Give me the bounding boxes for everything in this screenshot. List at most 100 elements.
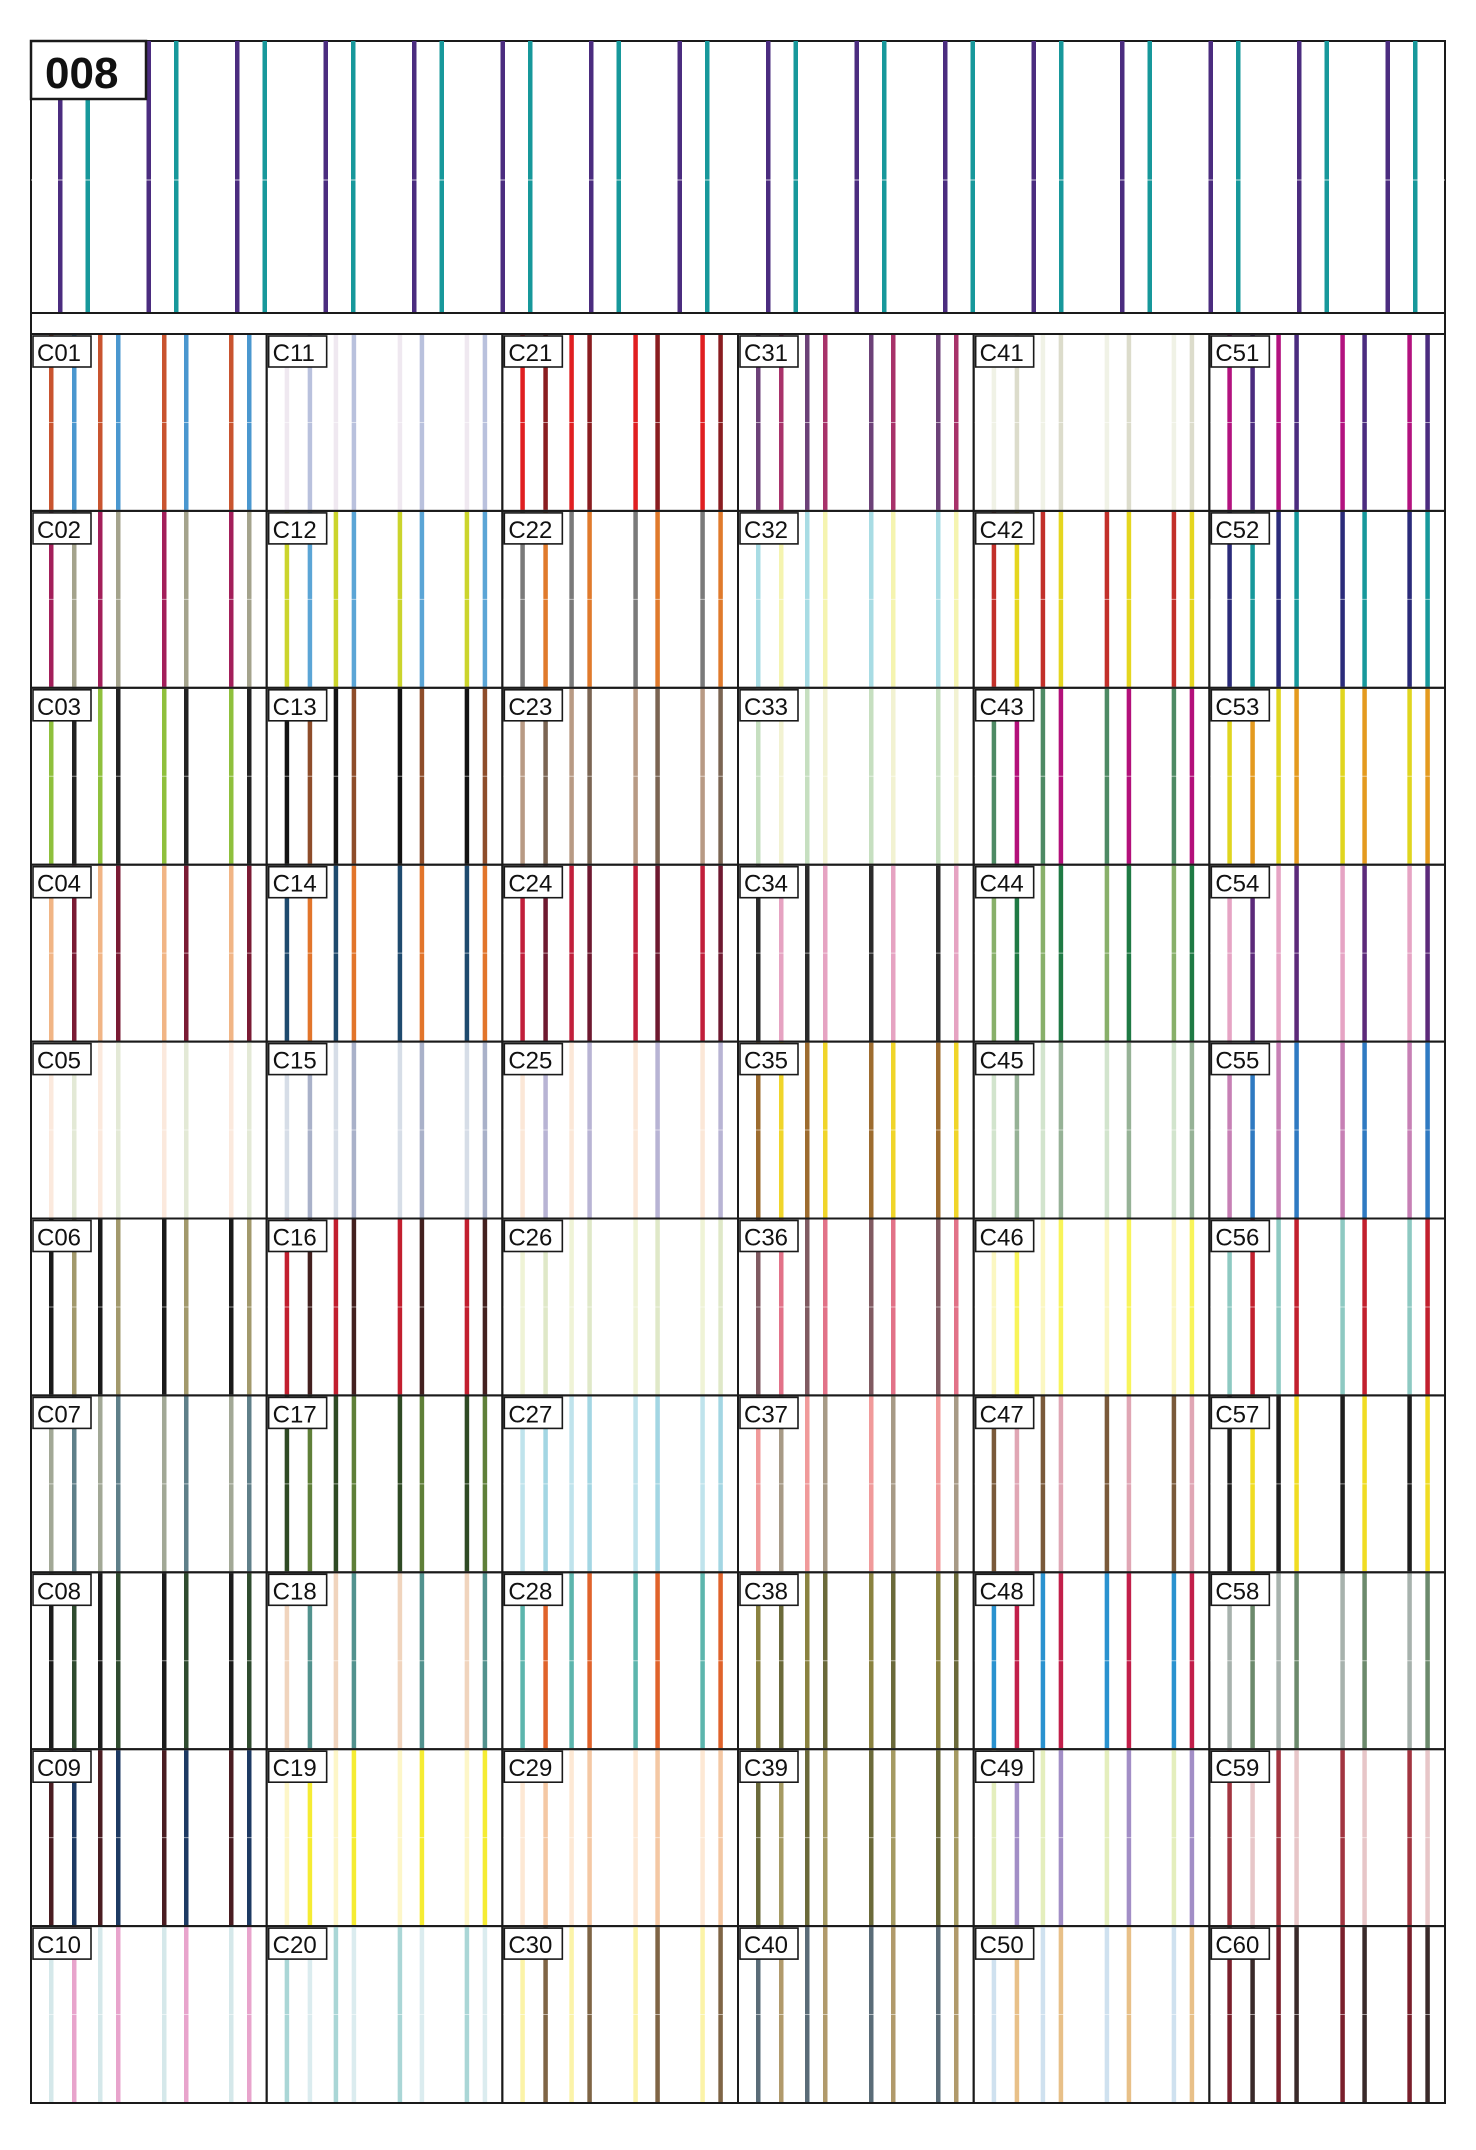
header-stripe: [174, 41, 179, 313]
swatch-cell: C18: [265, 1571, 504, 1751]
header-stripe: [793, 41, 798, 313]
swatch-cell: C36: [737, 1217, 975, 1397]
cell-code-box: [267, 1573, 328, 1607]
swatch-cell: C35: [737, 1040, 975, 1220]
swatch-cell: C26: [501, 1217, 740, 1397]
swatch-cell: C34: [737, 863, 975, 1043]
cell-code-box: [1210, 1573, 1271, 1607]
swatch-cell: C29: [501, 1748, 740, 1928]
cell-code: C55: [1215, 1048, 1259, 1075]
cell-code: C19: [273, 1755, 317, 1782]
cell-code: C12: [273, 517, 317, 544]
header-stripe: [1031, 41, 1036, 313]
cell-code: C31: [744, 340, 788, 367]
swatch-cell: C58: [1208, 1571, 1447, 1751]
cell-code-box: [739, 688, 799, 722]
cell-code-box: [974, 865, 1035, 899]
cell-code-box: [739, 335, 799, 368]
swatch-grid: C01 C02 C03 C04 C05 C06 C07 C08 C09 C10 C11 C12 C13 C…: [30, 333, 1447, 2104]
sheet-number-badge: 008: [29, 39, 148, 101]
swatch-cell: C13: [265, 686, 504, 866]
swatch-cell: C22: [501, 509, 740, 689]
swatch-cell: C02: [30, 509, 268, 689]
cell-code: C14: [273, 871, 317, 898]
cell-code: C24: [508, 871, 552, 898]
swatch-cell: C32: [737, 509, 975, 689]
cell-code: C10: [37, 1932, 81, 1959]
cell-code: C60: [1215, 1932, 1259, 1959]
cell-code-box: [1210, 1750, 1271, 1783]
cell-code: C07: [37, 1401, 81, 1428]
cell-code: C06: [37, 1225, 81, 1252]
separator-band: [30, 312, 1446, 335]
swatch-cell: C11: [265, 333, 504, 512]
cell-code-box: [32, 688, 92, 722]
cell-code-box: [974, 335, 1035, 368]
swatch-cell: C39: [737, 1748, 975, 1928]
cell-code-box: [739, 865, 799, 899]
swatch-cell: C48: [972, 1571, 1211, 1751]
header-stripe: [1208, 41, 1213, 313]
header-stripe: [1385, 41, 1390, 313]
header-stripe: [677, 41, 682, 313]
header-stripe-panel: [30, 40, 1446, 314]
swatch-cell: C07: [30, 1394, 268, 1574]
cell-code-box: [32, 1927, 92, 1960]
swatch-cell: C15: [265, 1040, 504, 1220]
swatch-cell: C54: [1208, 863, 1447, 1043]
header-stripe: [85, 41, 90, 313]
cell-code-box: [974, 1750, 1035, 1783]
swatch-cell: C25: [501, 1040, 740, 1220]
swatch-cell: C45: [972, 1040, 1211, 1220]
cell-code: C25: [508, 1048, 552, 1075]
swatch-cell: C43: [972, 686, 1211, 866]
cell-code-box: [267, 1927, 328, 1960]
cell-code: C32: [744, 517, 788, 544]
header-stripe: [705, 41, 710, 313]
cell-code: C59: [1215, 1755, 1259, 1782]
header-stripe: [58, 41, 63, 313]
cell-code-box: [267, 512, 328, 545]
header-stripe: [528, 41, 533, 313]
cell-code: C38: [744, 1578, 788, 1605]
swatch-cell: C56: [1208, 1217, 1447, 1397]
swatch-cell: C59: [1208, 1748, 1447, 1928]
cell-code: C41: [980, 340, 1024, 367]
swatch-cell: C10: [30, 1925, 268, 2104]
cell-code-box: [739, 1042, 799, 1076]
cell-code-box: [267, 1219, 328, 1253]
swatch-cell: C57: [1208, 1394, 1447, 1574]
swatch-cell: C42: [972, 509, 1211, 689]
cell-code: C27: [508, 1401, 552, 1428]
cell-code: C54: [1215, 871, 1259, 898]
cell-code-box: [32, 1219, 92, 1253]
cell-code: C26: [508, 1225, 552, 1252]
cell-code-box: [1210, 1396, 1271, 1430]
cell-code: C36: [744, 1225, 788, 1252]
cell-code: C23: [508, 694, 552, 721]
header-stripe: [500, 41, 505, 313]
cell-code-box: [267, 1396, 328, 1430]
cell-code-box: [32, 865, 92, 899]
swatch-cell: C52: [1208, 509, 1447, 689]
swatch-cell: C47: [972, 1394, 1211, 1574]
header-stripe: [1147, 41, 1152, 313]
swatch-cell: C30: [501, 1925, 740, 2104]
cell-frame: [1208, 1925, 1447, 2104]
header-stripe: [1236, 41, 1241, 313]
cell-code-box: [503, 865, 564, 899]
cell-code-box: [974, 688, 1035, 722]
header-stripe: [1059, 41, 1064, 313]
swatch-cell: C24: [501, 863, 740, 1043]
cell-code: C08: [37, 1578, 81, 1605]
swatch-cell: C23: [501, 686, 740, 866]
header-stripe: [412, 41, 417, 313]
cell-code: C43: [980, 694, 1024, 721]
cell-code-box: [1210, 335, 1271, 368]
cell-code-box: [32, 1750, 92, 1783]
cell-code: C40: [744, 1932, 788, 1959]
swatch-cell: C51: [1208, 333, 1447, 512]
cell-code: C56: [1215, 1225, 1259, 1252]
cell-code: C35: [744, 1048, 788, 1075]
cell-code: C52: [1215, 517, 1259, 544]
